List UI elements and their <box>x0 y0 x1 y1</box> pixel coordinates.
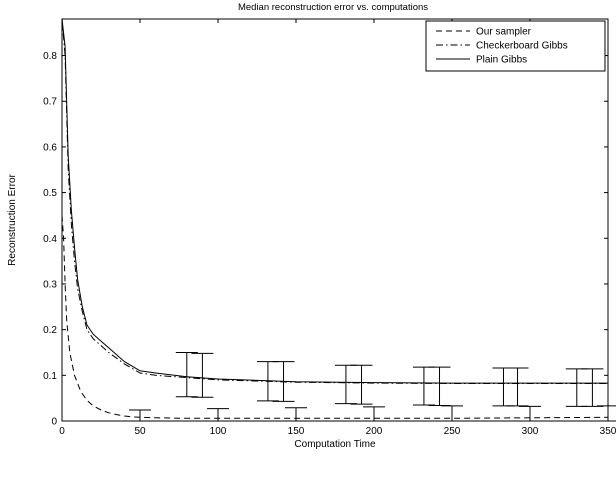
x-tick-label: 50 <box>134 426 146 437</box>
error-bar-plain-gibbs <box>256 361 279 402</box>
y-tick-label: 0 <box>51 417 57 428</box>
error-bar-our-sampler <box>597 405 616 422</box>
error-bar-plain-gibbs <box>565 368 588 407</box>
x-axis-label: Computation Time <box>294 439 376 450</box>
error-bar-plain-gibbs <box>412 366 435 406</box>
series-line-plain-gibbs <box>62 19 608 384</box>
x-tick-label: 250 <box>444 426 461 437</box>
y-tick-label: 0.8 <box>43 51 57 62</box>
plot-frame <box>61 18 609 422</box>
x-tick-label: 350 <box>600 426 616 437</box>
y-tick-label: 0.7 <box>43 97 57 108</box>
y-tick-label: 0.4 <box>43 234 57 245</box>
x-tick-label: 200 <box>366 426 383 437</box>
error-bar-checkerboard-gibbs <box>428 366 451 406</box>
y-tick-label: 0.3 <box>43 279 57 290</box>
series-line-our-sampler <box>62 215 608 419</box>
error-bar-checkerboard-gibbs <box>191 352 214 398</box>
error-bar-plain-gibbs <box>175 351 198 398</box>
y-tick-label: 0.6 <box>43 142 57 153</box>
error-bar-plain-gibbs <box>492 367 515 407</box>
axis-ticks: 0 50 100 150 200 250 300 350 0 0.1 0.2 0.3 0.4 0.5 0.6… <box>43 19 616 437</box>
x-tick-label: 300 <box>522 426 539 437</box>
x-tick-label: 150 <box>288 426 305 437</box>
x-tick-label: 0 <box>59 426 65 437</box>
series-line-checkerboard-gibbs <box>62 19 608 384</box>
plot-area <box>62 19 616 422</box>
legend-box <box>425 20 606 72</box>
legend-label-our-sampler: Our sampler <box>476 27 532 38</box>
legend-label-checkerboard-gibbs: Checkerboard Gibbs <box>476 41 568 52</box>
y-tick-label: 0.2 <box>43 325 57 336</box>
error-bar-plain-gibbs <box>334 364 357 405</box>
error-bar-checkerboard-gibbs <box>506 367 529 407</box>
legend: Our sampler Checkerboard Gibbs Plain Gibbs <box>425 20 606 72</box>
y-tick-label: 0.1 <box>43 371 57 382</box>
legend-label-plain-gibbs: Plain Gibbs <box>476 55 527 66</box>
y-tick-label: 0.5 <box>43 188 57 199</box>
x-tick-label: 100 <box>210 426 227 437</box>
y-axis-label: Reconstruction Error <box>7 173 18 265</box>
chart-title: Median reconstruction error vs. computat… <box>238 2 428 13</box>
error-bar-checkerboard-gibbs <box>581 368 604 407</box>
error-bar-checkerboard-gibbs <box>350 364 373 405</box>
